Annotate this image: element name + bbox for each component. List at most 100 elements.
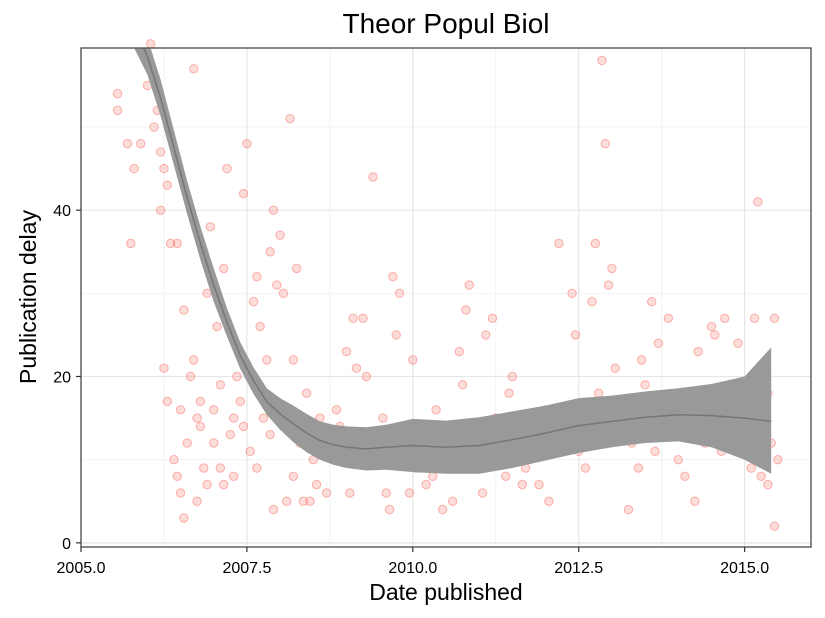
data-point	[746, 463, 756, 473]
data-point	[345, 488, 355, 498]
data-point	[408, 355, 418, 365]
data-point	[275, 230, 285, 240]
data-point	[228, 471, 239, 482]
data-point	[285, 113, 295, 124]
data-point	[202, 479, 212, 490]
data-point	[421, 479, 431, 490]
data-point	[733, 338, 743, 348]
y-tick-label: 40	[53, 203, 71, 220]
data-point	[179, 513, 189, 523]
data-point	[209, 438, 219, 448]
data-point	[172, 238, 182, 249]
data-point	[481, 330, 491, 340]
data-point	[384, 504, 395, 515]
data-point	[175, 488, 186, 498]
data-point	[305, 496, 315, 506]
y-axis-label: Publication delay	[15, 210, 41, 384]
data-point	[225, 430, 236, 440]
data-point	[720, 313, 730, 323]
data-point	[129, 163, 139, 174]
data-point	[228, 413, 239, 423]
data-point	[212, 321, 222, 332]
data-point	[600, 138, 610, 149]
data-point	[278, 288, 289, 299]
data-point	[461, 305, 471, 315]
data-point	[321, 488, 332, 498]
data-point	[653, 338, 664, 348]
data-point	[348, 313, 358, 323]
data-point	[238, 421, 249, 432]
data-point	[633, 463, 644, 473]
data-point	[262, 355, 272, 365]
data-point	[447, 496, 458, 506]
data-point	[268, 205, 279, 215]
data-point	[597, 55, 607, 66]
data-point	[680, 471, 690, 482]
data-point	[501, 471, 511, 482]
data-point	[428, 471, 438, 482]
data-point	[185, 371, 196, 382]
data-point	[192, 496, 202, 506]
data-point	[205, 222, 216, 232]
data-point	[769, 313, 780, 323]
data-point	[159, 363, 169, 373]
data-point	[311, 479, 322, 490]
data-point	[650, 446, 660, 457]
data-point	[162, 180, 172, 190]
data-point	[358, 313, 368, 323]
data-point	[288, 355, 299, 365]
data-point	[391, 330, 401, 340]
smooth-curve	[134, 48, 772, 474]
x-tick-label: 2015.0	[720, 560, 769, 577]
data-point	[693, 346, 703, 357]
data-point	[368, 172, 378, 182]
x-tick-label: 2010.0	[388, 560, 437, 577]
x-tick-label: 2007.5	[222, 560, 271, 577]
data-point	[567, 288, 577, 299]
data-point	[388, 272, 398, 282]
data-point	[663, 313, 674, 323]
data-point	[252, 463, 262, 473]
data-point	[189, 355, 199, 365]
data-point	[351, 363, 362, 373]
data-point	[112, 89, 123, 99]
data-point	[381, 488, 391, 498]
data-point	[647, 296, 657, 307]
data-point	[199, 463, 209, 473]
data-point	[195, 421, 206, 432]
y-axis-ticks: 0 20 40	[53, 203, 81, 553]
data-point	[155, 147, 166, 157]
data-point	[192, 413, 202, 423]
data-point	[673, 454, 683, 465]
data-point	[554, 238, 564, 249]
data-point	[590, 238, 601, 249]
data-point	[288, 471, 299, 482]
data-point	[265, 430, 275, 440]
data-point	[149, 122, 159, 132]
data-point	[534, 479, 544, 490]
data-point	[202, 288, 212, 299]
data-point	[773, 454, 783, 465]
chart-title: Theor Popul Biol	[342, 8, 549, 39]
data-point	[570, 330, 581, 340]
data-point	[179, 305, 189, 315]
data-point	[218, 479, 229, 490]
data-point	[331, 405, 342, 415]
data-point	[753, 197, 763, 207]
data-point	[706, 321, 717, 332]
smooth-line	[142, 48, 772, 450]
data-point	[242, 138, 252, 149]
data-point	[218, 263, 229, 274]
data-point	[457, 380, 468, 390]
x-tick-label: 2012.5	[554, 560, 603, 577]
data-point	[175, 405, 186, 415]
data-point	[282, 496, 292, 506]
data-point	[431, 405, 441, 415]
data-point	[587, 296, 597, 307]
data-point	[507, 371, 518, 382]
data-point	[749, 313, 760, 323]
data-point	[361, 371, 372, 382]
data-point	[159, 163, 169, 174]
data-point	[487, 313, 498, 323]
data-point	[610, 363, 620, 373]
